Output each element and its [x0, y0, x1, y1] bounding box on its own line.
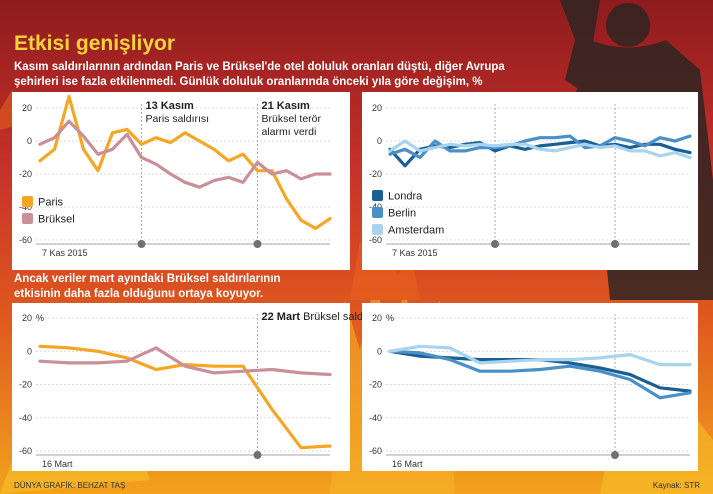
chart-panel-background — [12, 303, 350, 471]
mid-caption-line-1: Ancak veriler mart ayındaki Brüksel sald… — [14, 273, 281, 285]
chart-panel-other-cities-mar: 20 0 -20 -40 -60% 16 Mart — [362, 303, 698, 471]
y-tick-label: 20 — [372, 103, 382, 113]
event-marker — [137, 240, 146, 248]
legend-label: Paris — [38, 197, 64, 209]
y-tick-label: -20 — [19, 380, 32, 390]
x-start-label: 7 Kas 2015 — [42, 248, 88, 258]
chart-panel-paris-bruksel-mar: 20 0 -20 -40 -60% 16 Mart 22 Mart Brüksel sald… — [12, 303, 381, 471]
event-label: 21 Kasım — [262, 100, 311, 112]
event-label: 13 Kasım — [146, 100, 195, 112]
event-label-line: Brüksel terör — [262, 113, 322, 125]
series-line-paris — [38, 94, 332, 230]
legend-label: Berlin — [388, 208, 416, 220]
series-line-brüksel — [38, 346, 332, 377]
subtitle-line-1: Kasım saldırılarının ardından Paris ve B… — [14, 61, 505, 73]
y-tick-label: -40 — [369, 413, 382, 423]
y-unit-label: % — [36, 313, 44, 323]
series-line-berlin — [388, 349, 692, 400]
event-marker — [611, 451, 619, 459]
event-marker — [253, 240, 262, 248]
y-tick-label: -60 — [369, 235, 382, 245]
legend-swatch — [22, 196, 33, 207]
y-tick-label: -40 — [19, 413, 32, 423]
mid-caption-line-2: etkisinin daha fazla olduğunu ortaya koy… — [14, 288, 263, 300]
y-tick-label: -20 — [19, 169, 32, 179]
series-line-brüksel — [38, 119, 332, 189]
series-line-berlin — [388, 134, 692, 160]
x-start-label: 16 Mart — [42, 459, 73, 469]
page-title: Etkisi genişliyor — [14, 32, 175, 55]
x-start-label: 16 Mart — [392, 459, 423, 469]
footer-source: Kaynak: STR — [653, 481, 700, 490]
series-line-amsterdam — [388, 344, 692, 367]
legend-swatch — [372, 190, 383, 201]
subtitle-line-2: şehirleri ise fazla etkilenmedi. Günlük … — [14, 76, 482, 88]
event-label-line: Paris saldırısı — [146, 113, 210, 125]
y-tick-label: 20 — [22, 103, 32, 113]
event-label-line: alarmı verdi — [262, 126, 317, 138]
chart-panel-background — [362, 92, 698, 270]
chart-panel-background — [362, 303, 698, 471]
y-tick-label: -20 — [369, 380, 382, 390]
y-tick-label: -60 — [19, 446, 32, 456]
y-tick-label: -60 — [19, 235, 32, 245]
chart-panel-other-cities-nov: 200-20-40-607 Kas 2015LondraBerlinAmster… — [362, 92, 698, 270]
y-tick-label: 20 — [372, 313, 382, 323]
event-label: 22 Mart Brüksel saldırısı — [262, 311, 382, 323]
y-tick-label: 0 — [27, 136, 32, 146]
y-tick-label: 0 — [27, 346, 32, 356]
legend-swatch — [22, 213, 33, 224]
legend-label: Londra — [388, 191, 423, 203]
y-unit-label: % — [386, 313, 394, 323]
event-marker — [491, 240, 499, 248]
y-tick-label: -20 — [369, 169, 382, 179]
event-marker — [253, 451, 262, 459]
legend-label: Brüksel — [38, 214, 75, 226]
event-marker — [611, 240, 619, 248]
series-line-amsterdam — [388, 139, 692, 160]
legend-label: Amsterdam — [388, 225, 444, 237]
y-tick-label: -60 — [369, 446, 382, 456]
legend-swatch — [372, 224, 383, 235]
x-start-label: 7 Kas 2015 — [392, 248, 438, 258]
y-tick-label: 0 — [377, 136, 382, 146]
legend-swatch — [372, 207, 383, 218]
y-tick-label: 0 — [377, 346, 382, 356]
y-tick-label: 20 — [22, 313, 32, 323]
footer-credit: DÜNYA GRAFİK: BEHZAT TAŞ — [14, 481, 125, 490]
